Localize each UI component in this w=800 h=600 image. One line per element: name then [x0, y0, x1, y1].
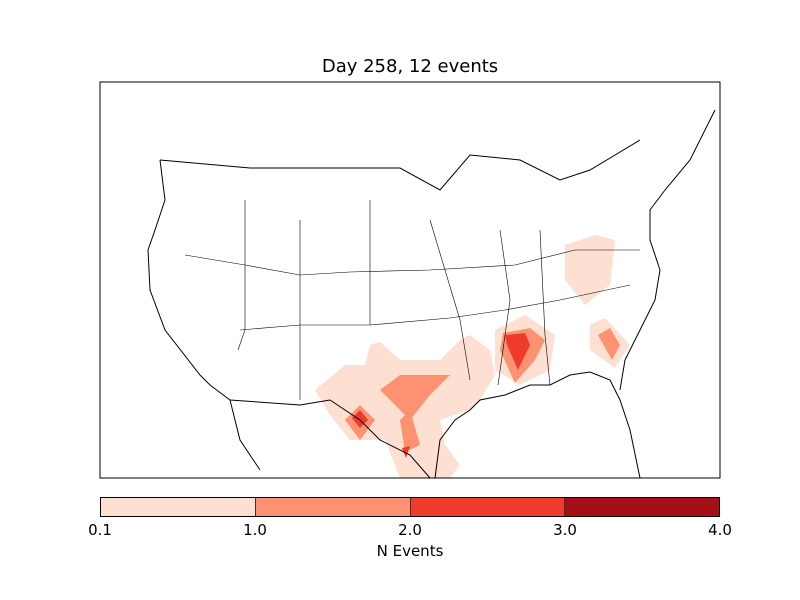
colorbar-label: N Events [376, 542, 444, 560]
contour-mississippi-3 [505, 333, 530, 370]
colorbar-tick: 0.1 [88, 521, 112, 539]
colorbar-bin-1 [101, 498, 256, 516]
map-frame [99, 81, 721, 479]
east-coast [619, 109, 716, 391]
state-borders [184, 200, 640, 400]
chart-title: Day 258, 12 events [321, 56, 499, 77]
contour-south-texas-3 [402, 446, 410, 458]
contour-central-texas [380, 375, 450, 420]
contour-south-texas [400, 410, 420, 452]
colorbar-tick: 3.0 [553, 521, 577, 539]
colorbar-bin-3 [410, 498, 566, 516]
contour-sc-2 [598, 328, 620, 360]
colorbar-bin-2 [255, 498, 411, 516]
colorbar-bin-4 [565, 498, 719, 516]
gulf-coast [434, 371, 641, 479]
canada-border [159, 139, 641, 191]
west-coast [147, 159, 261, 471]
colorbar-tick: 1.0 [243, 521, 267, 539]
colorbar [100, 497, 720, 517]
mexico-border [229, 399, 431, 479]
colorbar-tick: 2.0 [398, 521, 422, 539]
colorbar-tick: 4.0 [708, 521, 732, 539]
coastlines [147, 109, 716, 479]
contour-virginia [565, 235, 615, 305]
